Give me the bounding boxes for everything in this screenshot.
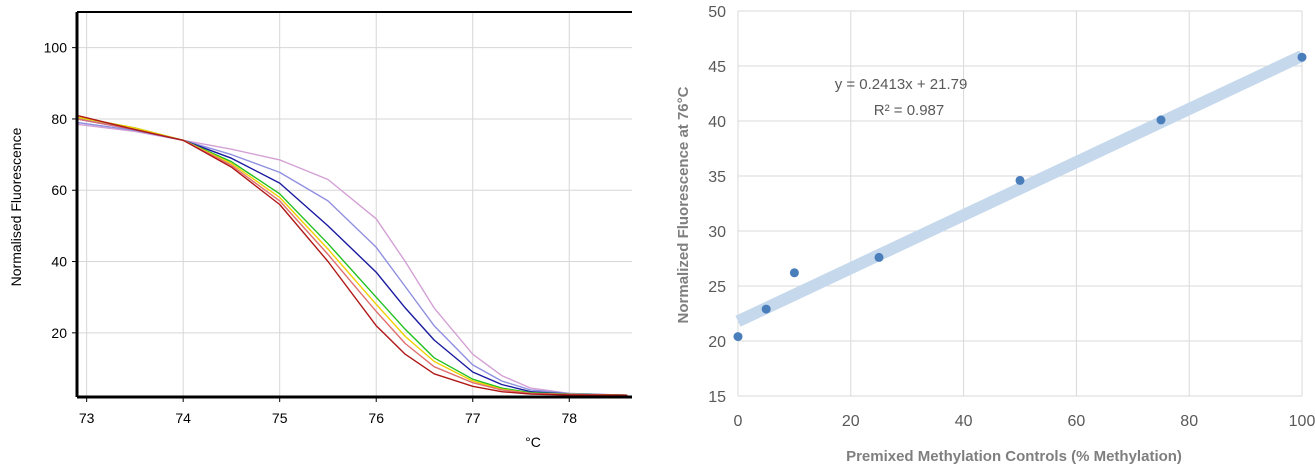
melt-curve-line-7 (76, 114, 628, 396)
melt-curve-x-tick-label: 78 (561, 410, 577, 426)
scatter-y-tick-label: 25 (708, 279, 726, 296)
melt-curve-tick-labels: 73 74 75 76 77 78 20 40 60 80 100 (44, 40, 578, 426)
scatter-x-tick-label: 100 (1289, 413, 1315, 430)
melt-curve-line-6 (76, 118, 628, 396)
melt-curve-x-tick-label: 75 (272, 410, 288, 426)
scatter-y-tick-label: 45 (708, 59, 726, 76)
scatter-y-tick-label: 30 (708, 224, 726, 241)
melt-curve-y-axis-title: Normalised Fluorescence (8, 127, 24, 286)
melt-curve-x-axis-unit: °C (525, 434, 541, 450)
scatter-point-4 (874, 252, 884, 262)
melt-curve-y-tick-label: 80 (51, 111, 67, 127)
scatter-point-6 (1156, 115, 1166, 125)
melt-curve-line-2 (76, 121, 628, 396)
scatter-y-axis-title: Normalized Fluorescence at 76°C (675, 86, 692, 323)
scatter-point-5 (1015, 175, 1025, 185)
melt-curve-y-tick-label: 100 (44, 40, 68, 56)
scatter-point-3 (789, 268, 799, 278)
melt-curve-x-tick-label: 77 (465, 410, 481, 426)
scatter-point-1 (733, 332, 743, 342)
scatter-tick-labels: 15 20 25 30 35 40 45 50 0 20 40 60 80 100 (708, 4, 1315, 430)
melt-curve-y-tick-label: 20 (51, 325, 67, 341)
scatter-x-tick-label: 20 (842, 413, 860, 430)
melt-curve-y-tick-label: 60 (51, 182, 67, 198)
melt-curve-x-tick-label: 73 (79, 410, 95, 426)
scatter-y-tick-label: 40 (708, 114, 726, 131)
melt-curve-series-group (76, 114, 628, 396)
scatter-y-tick-label: 20 (708, 334, 726, 351)
melt-curve-axes (75, 11, 632, 399)
scatter-point-7 (1297, 52, 1307, 62)
scatter-x-tick-label: 0 (734, 413, 743, 430)
scatter-x-tick-label: 60 (1068, 413, 1086, 430)
melt-curve-chart: 73 74 75 76 77 78 20 40 60 80 100 Normalised Fluor… (8, 11, 632, 450)
melt-curve-line-3 (76, 118, 628, 396)
scatter-x-tick-label: 80 (1180, 413, 1198, 430)
trendline-equation: y = 0.2413x + 21.79 (835, 76, 968, 93)
scatter-y-tick-label: 35 (708, 169, 726, 186)
methylation-scatter-chart: 15 20 25 30 35 40 45 50 0 20 40 60 80 100 y = 0.2413x… (675, 4, 1315, 465)
melt-curve-line-4 (76, 116, 628, 396)
linear-trendline (735, 50, 1305, 327)
scatter-y-tick-label: 15 (708, 389, 726, 406)
trendline-r-squared: R² = 0.987 (874, 102, 944, 119)
melt-curve-x-tick-label: 74 (175, 410, 191, 426)
scatter-y-tick-label: 50 (708, 4, 726, 21)
scatter-point-2 (761, 304, 771, 314)
melt-curve-y-tick-label: 40 (51, 254, 67, 270)
scatter-x-tick-label: 40 (955, 413, 973, 430)
melt-curve-x-tick-label: 76 (368, 410, 384, 426)
melt-curve-line-1 (76, 123, 628, 396)
melt-curve-grid (77, 12, 632, 397)
scatter-x-axis-title: Premixed Methylation Controls (% Methyla… (846, 448, 1182, 465)
melt-curve-line-5 (76, 116, 628, 396)
scatter-grid (737, 10, 1303, 397)
scatter-trendline-group (735, 50, 1305, 327)
scatter-points-group (733, 52, 1307, 342)
